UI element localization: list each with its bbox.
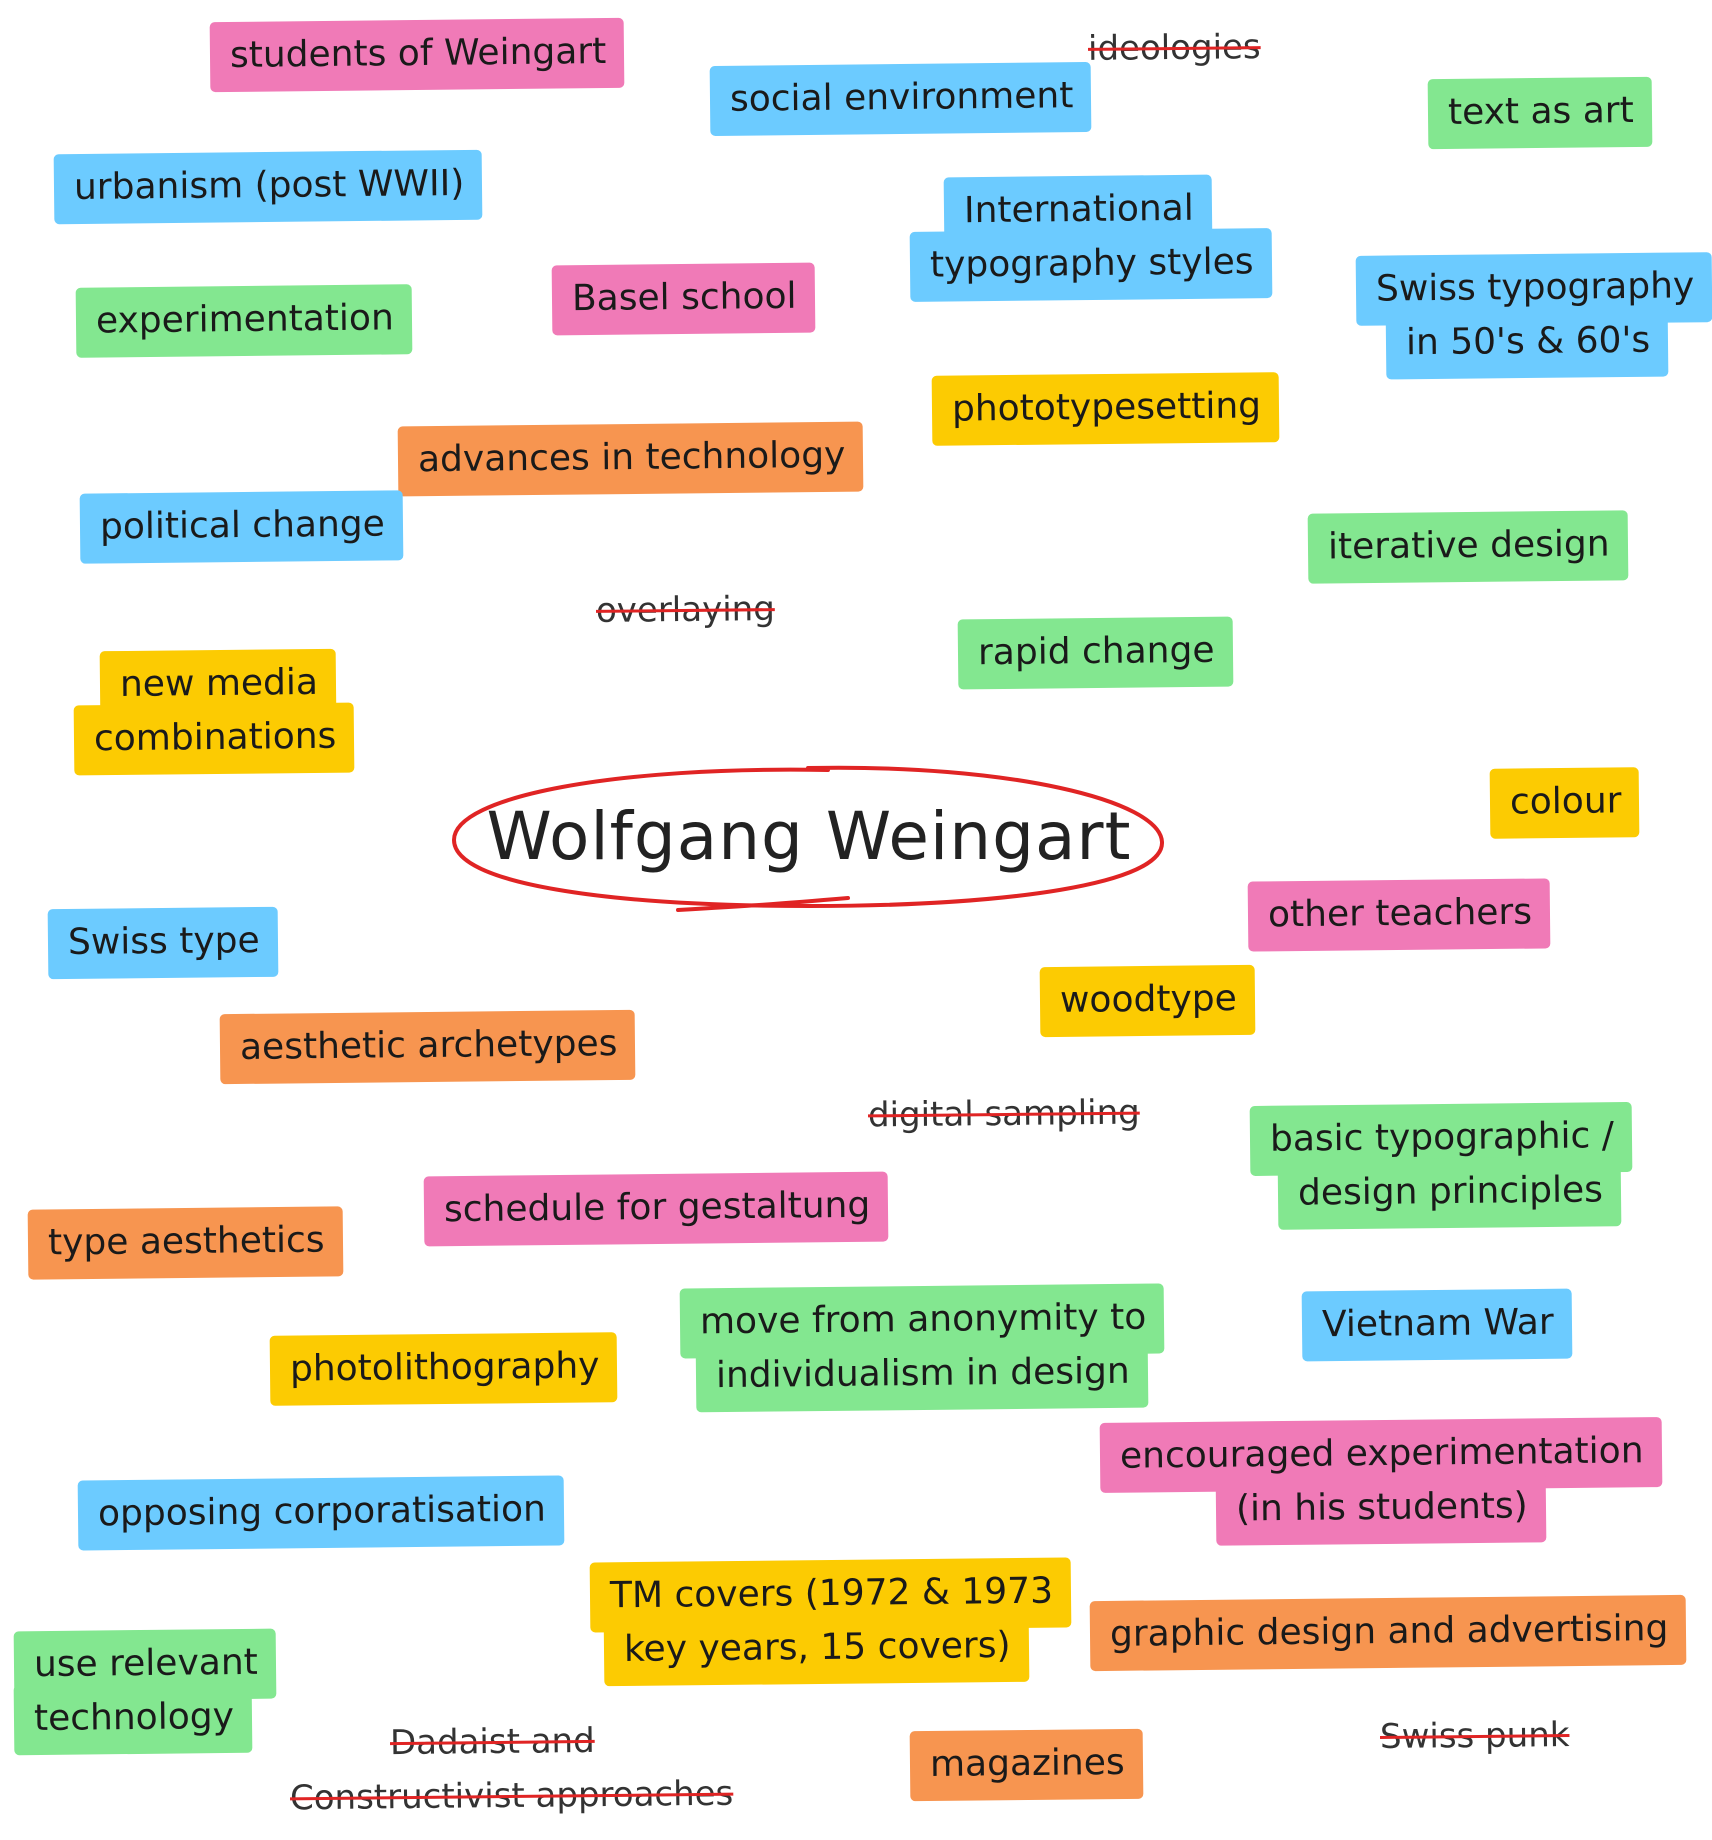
tag-rapid-change-line-1: rapid change <box>957 616 1233 690</box>
tag-swiss-type-line-1: Swiss type <box>47 906 279 980</box>
tag-students-of-weingart-line-1: students of Weingart <box>209 17 625 93</box>
tag-move-from-anonymity-line-2: individualism in design <box>695 1337 1149 1413</box>
tag-type-aesthetics-line-1: type aesthetics <box>27 1206 343 1280</box>
tag-opposing-corporatisation-line-1: opposing corporatisation <box>77 1475 565 1551</box>
tag-magazines-line-1: magazines <box>909 1728 1144 1802</box>
central-topic-ellipse <box>451 765 1165 912</box>
tag-dadaist-constructivist-line-2: Constructivist approaches <box>289 1773 734 1819</box>
tag-graphic-design-and-advertising-line-1: graphic design and advertising <box>1089 1594 1687 1672</box>
central-topic[interactable]: Wolfgang Weingart <box>448 760 1170 920</box>
tag-swiss-typography-50s-60s-line-2: in 50's & 60's <box>1385 306 1669 380</box>
tag-use-relevant-technology-line-2: technology <box>13 1682 253 1756</box>
tag-encouraged-experimentation-line-2: (in his students) <box>1215 1472 1547 1546</box>
tag-political-change-line-1: political change <box>79 490 404 564</box>
tag-aesthetic-archetypes-line-1: aesthetic archetypes <box>219 1009 636 1085</box>
tag-photolithography-line-1: photolithography <box>269 1332 618 1406</box>
tag-experimentation-line-1: experimentation <box>75 284 413 358</box>
tag-dadaist-constructivist-line-1: Dadaist and <box>389 1720 595 1764</box>
tag-tm-covers-line-2: key years, 15 covers) <box>603 1611 1029 1687</box>
tag-phototypesetting-line-1: phototypesetting <box>931 372 1280 446</box>
tag-schedule-for-gestaltung-line-1: schedule for gestaltung <box>423 1171 889 1247</box>
tag-international-typography-styles-line-2: typography styles <box>909 228 1272 302</box>
tag-text-as-art-line-1: text as art <box>1427 76 1653 150</box>
tag-iterative-design-line-1: iterative design <box>1307 510 1628 584</box>
tag-woodtype-line-1: woodtype <box>1039 964 1256 1038</box>
tag-advances-in-technology-line-1: advances in technology <box>397 421 864 497</box>
tag-vietnam-war-line-1: Vietnam War <box>1301 1288 1573 1362</box>
tag-basic-typographic-design-principles-line-2: design principles <box>1277 1156 1622 1230</box>
tag-other-teachers-line-1: other teachers <box>1247 878 1551 952</box>
tag-social-environment-line-1: social environment <box>709 62 1092 136</box>
tag-basel-school-line-1: Basel school <box>551 262 815 336</box>
tag-new-media-combinations-line-2: combinations <box>73 702 355 776</box>
tag-ideologies-line-1: ideologies <box>1087 27 1261 69</box>
central-topic-title: Wolfgang Weingart <box>486 798 1132 875</box>
tag-colour-line-1: colour <box>1489 767 1640 839</box>
tag-overlaying-line-1: overlaying <box>595 589 776 631</box>
tag-swiss-punk-line-1: Swiss punk <box>1379 1715 1570 1757</box>
tag-urbanism-post-wwii-line-1: urbanism (post WWII) <box>53 149 483 225</box>
tag-digital-sampling-line-1: digital sampling <box>867 1092 1140 1136</box>
